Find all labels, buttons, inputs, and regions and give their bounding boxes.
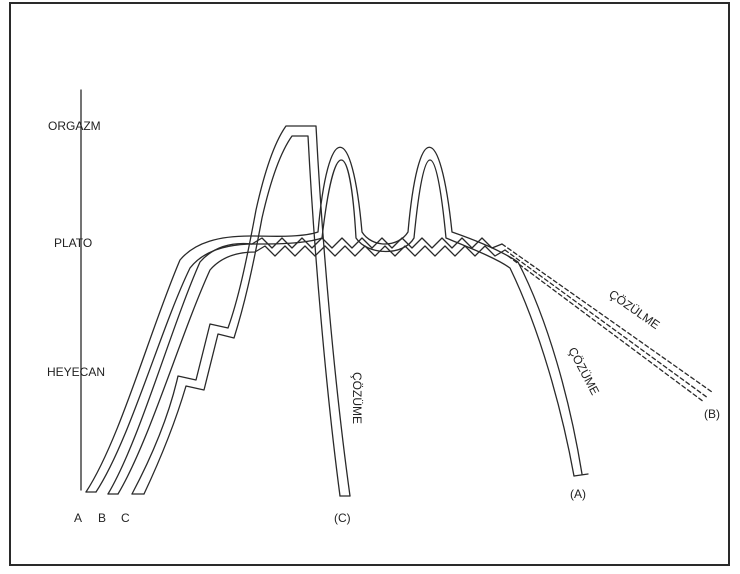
stage-orgasm-label: ORGAZM — [48, 119, 101, 133]
end-label-a: (A) — [570, 487, 586, 501]
curve-c-outer — [131, 125, 351, 497]
curve-b-outer — [107, 237, 503, 495]
curve-b-inner — [117, 245, 506, 495]
stage-excitement-label: HEYECAN — [47, 365, 105, 379]
resolution-label-c: ÇÖZÜME — [350, 372, 364, 424]
curve-a-end-cap — [573, 473, 589, 477]
curve-a-inner — [95, 159, 575, 493]
start-label-b: B — [98, 511, 106, 525]
curve-b-resolution — [501, 243, 713, 403]
stage-plateau-label: PLATO — [54, 236, 92, 250]
end-label-b: (B) — [704, 407, 720, 421]
start-label-c: C — [121, 511, 130, 525]
curve-c-inner — [143, 135, 341, 497]
resolution-label-a: ÇÖZÜME — [565, 345, 602, 397]
end-label-c: (C) — [334, 511, 351, 525]
resolution-label-b: ÇÖZÜLME — [606, 287, 662, 332]
start-label-a: A — [74, 511, 82, 525]
curve-a-outer — [85, 146, 583, 493]
